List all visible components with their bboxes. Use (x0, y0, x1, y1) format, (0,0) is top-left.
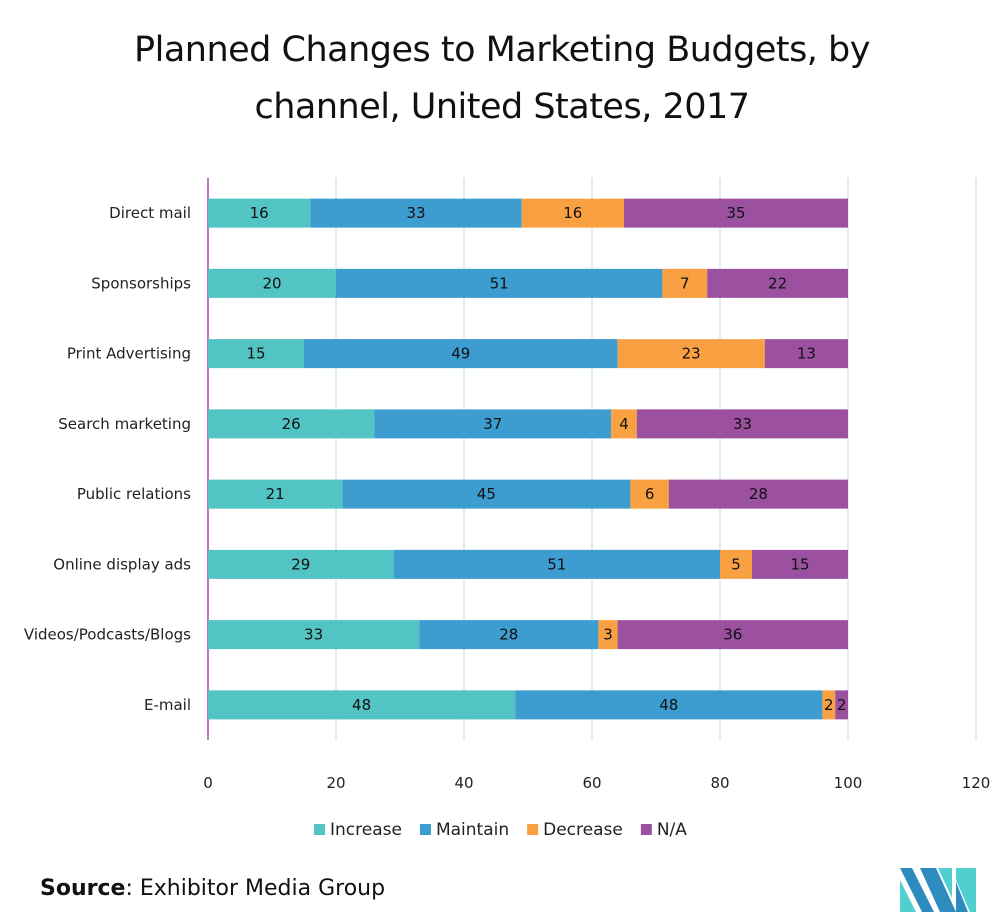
bar-segment-maintain (310, 198, 522, 228)
legend-swatch (419, 824, 431, 835)
data-label: 35 (726, 204, 745, 222)
bar-segment-decrease (617, 339, 765, 369)
data-label: 6 (645, 485, 655, 503)
category-label: Print Advertising (67, 345, 191, 363)
bar-segment-increase (208, 620, 420, 650)
x-tick-label: 20 (326, 774, 345, 792)
category-label: Videos/Podcasts/Blogs (24, 626, 191, 644)
logo-icon (900, 868, 976, 912)
bar-segment-na (707, 268, 848, 298)
bar-segment-maintain (336, 268, 663, 298)
data-label: 45 (477, 485, 496, 503)
category-label: Direct mail (109, 204, 191, 222)
x-tick-label: 80 (710, 774, 729, 792)
legend-swatch (527, 824, 539, 835)
data-label: 23 (682, 345, 701, 363)
data-label: 21 (266, 485, 285, 503)
bar-segment-decrease (521, 198, 624, 228)
data-label: 28 (499, 626, 518, 644)
bar-segment-maintain (515, 690, 823, 720)
bar-segment-increase (208, 690, 516, 720)
x-tick-label: 40 (454, 774, 473, 792)
bar-segment-increase (208, 409, 375, 439)
bar-segment-decrease (598, 620, 618, 650)
data-label: 36 (723, 626, 742, 644)
data-label: 48 (659, 696, 678, 714)
data-label: 5 (731, 555, 741, 573)
legend-swatch (640, 824, 652, 835)
data-label: 33 (733, 415, 752, 433)
bar-segment-increase (208, 479, 343, 509)
bar-segment-na (668, 479, 848, 509)
x-tick-label: 120 (962, 774, 991, 792)
bar-segment-maintain (393, 549, 720, 579)
bar-segment-increase (208, 268, 336, 298)
data-label: 51 (490, 274, 509, 292)
category-label: Public relations (77, 485, 191, 503)
bar-segment-decrease (720, 549, 752, 579)
data-label: 2 (824, 696, 834, 714)
bar-segment-maintain (374, 409, 612, 439)
legend-label: N/A (657, 820, 687, 840)
data-label: 48 (352, 696, 371, 714)
bar-segment-na (752, 549, 848, 579)
data-label: 16 (563, 204, 582, 222)
data-label: 13 (797, 345, 816, 363)
bar-segment-increase (208, 549, 394, 579)
data-label: 26 (282, 415, 301, 433)
category-label: Sponsorships (91, 274, 191, 292)
data-label: 28 (749, 485, 768, 503)
legend-label: Decrease (543, 820, 623, 840)
x-tick-label: 100 (834, 774, 863, 792)
bar-segment-na (617, 620, 848, 650)
legend-label: Increase (330, 820, 402, 840)
chart-title-line-1: Planned Changes to Marketing Budgets, by (133, 30, 871, 70)
data-label: 16 (250, 204, 269, 222)
category-label: Online display ads (53, 555, 191, 573)
bar-segment-decrease (630, 479, 669, 509)
bar-segment-increase (208, 339, 304, 369)
category-label: Search marketing (58, 415, 191, 433)
data-label: 4 (619, 415, 629, 433)
source-text: : Exhibitor Media Group (125, 876, 386, 901)
data-label: 7 (680, 274, 690, 292)
bar-segment-na (835, 690, 848, 720)
bar-segment-na (764, 339, 848, 369)
bar-segment-decrease (611, 409, 637, 439)
data-label: 51 (547, 555, 566, 573)
data-label: 49 (451, 345, 470, 363)
bar-segment-maintain (342, 479, 631, 509)
data-label: 15 (246, 345, 265, 363)
legend-label: Maintain (436, 820, 509, 840)
x-tick-label: 0 (203, 774, 213, 792)
bar-segment-na (624, 198, 848, 228)
data-label: 3 (603, 626, 613, 644)
bar-segment-decrease (662, 268, 708, 298)
data-label: 29 (291, 555, 310, 573)
bar-segment-maintain (304, 339, 618, 369)
data-label: 20 (262, 274, 281, 292)
data-label: 33 (406, 204, 425, 222)
data-label: 2 (837, 696, 847, 714)
data-label: 22 (768, 274, 787, 292)
data-label: 37 (483, 415, 502, 433)
bar-segment-maintain (419, 620, 599, 650)
bar-segment-na (636, 409, 848, 439)
category-label: E-mail (144, 696, 191, 714)
data-label: 15 (790, 555, 809, 573)
bar-segment-increase (208, 198, 311, 228)
chart-title: Planned Changes to Marketing Budgets, by… (0, 22, 1004, 136)
source-note: Source: Exhibitor Media Group (40, 876, 385, 901)
chart-title-line-2: channel, United States, 2017 (254, 87, 750, 127)
bar-segment-decrease (822, 690, 836, 720)
data-label: 33 (304, 626, 323, 644)
x-tick-label: 60 (582, 774, 601, 792)
legend-swatch (314, 824, 325, 835)
source-label: Source (40, 876, 126, 901)
